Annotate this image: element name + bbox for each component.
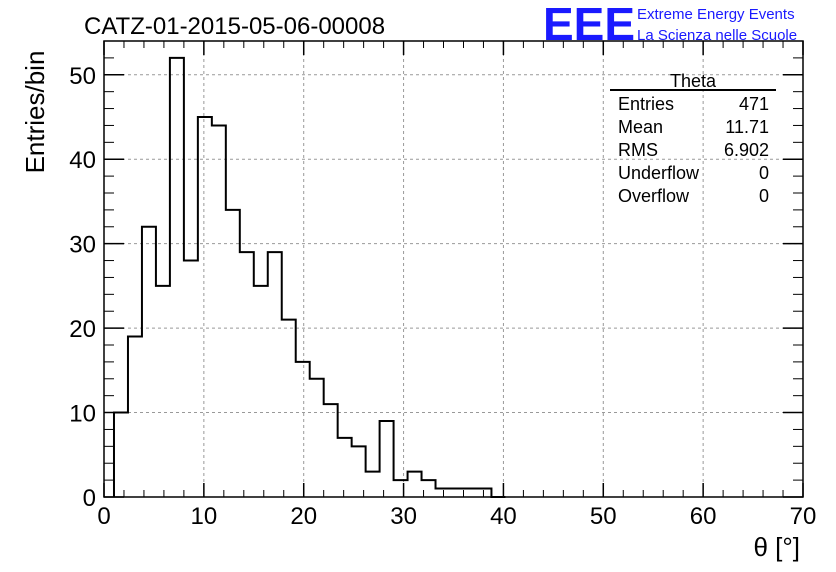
plot-frame — [103, 40, 804, 498]
y-axis-label: Entries/bin — [20, 51, 50, 174]
x-tick-label: 10 — [191, 503, 218, 530]
stats-label-underflow: Underflow — [618, 163, 700, 183]
stats-label-mean: Mean — [618, 117, 663, 137]
grid — [104, 41, 803, 497]
x-tick-label: 70 — [790, 503, 817, 530]
y-tick-label: 40 — [69, 147, 96, 174]
stats-label-entries: Entries — [618, 94, 674, 114]
y-tick-label: 30 — [69, 232, 96, 259]
y-tick-label: 0 — [83, 485, 96, 512]
y-tick-label: 20 — [69, 316, 96, 343]
axis-ticks — [103, 40, 804, 498]
y-tick-label: 50 — [69, 63, 96, 90]
tick-labels: 0 10 20 30 40 50 60 70 0 10 20 30 40 50 — [69, 63, 816, 530]
x-tick-label: 20 — [290, 503, 317, 530]
stats-value-rms: 6.902 — [724, 140, 769, 160]
x-tick-label: 30 — [390, 503, 417, 530]
x-tick-label: 60 — [690, 503, 717, 530]
stats-value-entries: 471 — [739, 94, 769, 114]
stats-label-overflow: Overflow — [618, 186, 690, 206]
y-tick-label: 10 — [69, 401, 96, 428]
x-tick-label: 50 — [590, 503, 617, 530]
x-axis-label: θ [°] — [753, 532, 800, 562]
histogram-line — [112, 56, 506, 498]
stats-box: Theta Entries 471 Mean 11.71 RMS 6.902 U… — [610, 71, 776, 206]
logo-line-1: Extreme Energy Events — [637, 6, 795, 23]
stats-value-underflow: 0 — [759, 163, 769, 183]
x-tick-label: 40 — [490, 503, 517, 530]
chart-title: CATZ-01-2015-05-06-00008 — [84, 13, 385, 40]
logo-line-2: La Scienza nelle Scuole — [637, 27, 797, 44]
stats-label-rms: RMS — [618, 140, 658, 160]
eee-logo: EEE — [543, 0, 635, 50]
stats-value-mean: 11.71 — [725, 117, 769, 137]
x-tick-label: 0 — [97, 503, 110, 530]
stats-title: Theta — [670, 71, 717, 91]
stats-value-overflow: 0 — [759, 186, 769, 206]
